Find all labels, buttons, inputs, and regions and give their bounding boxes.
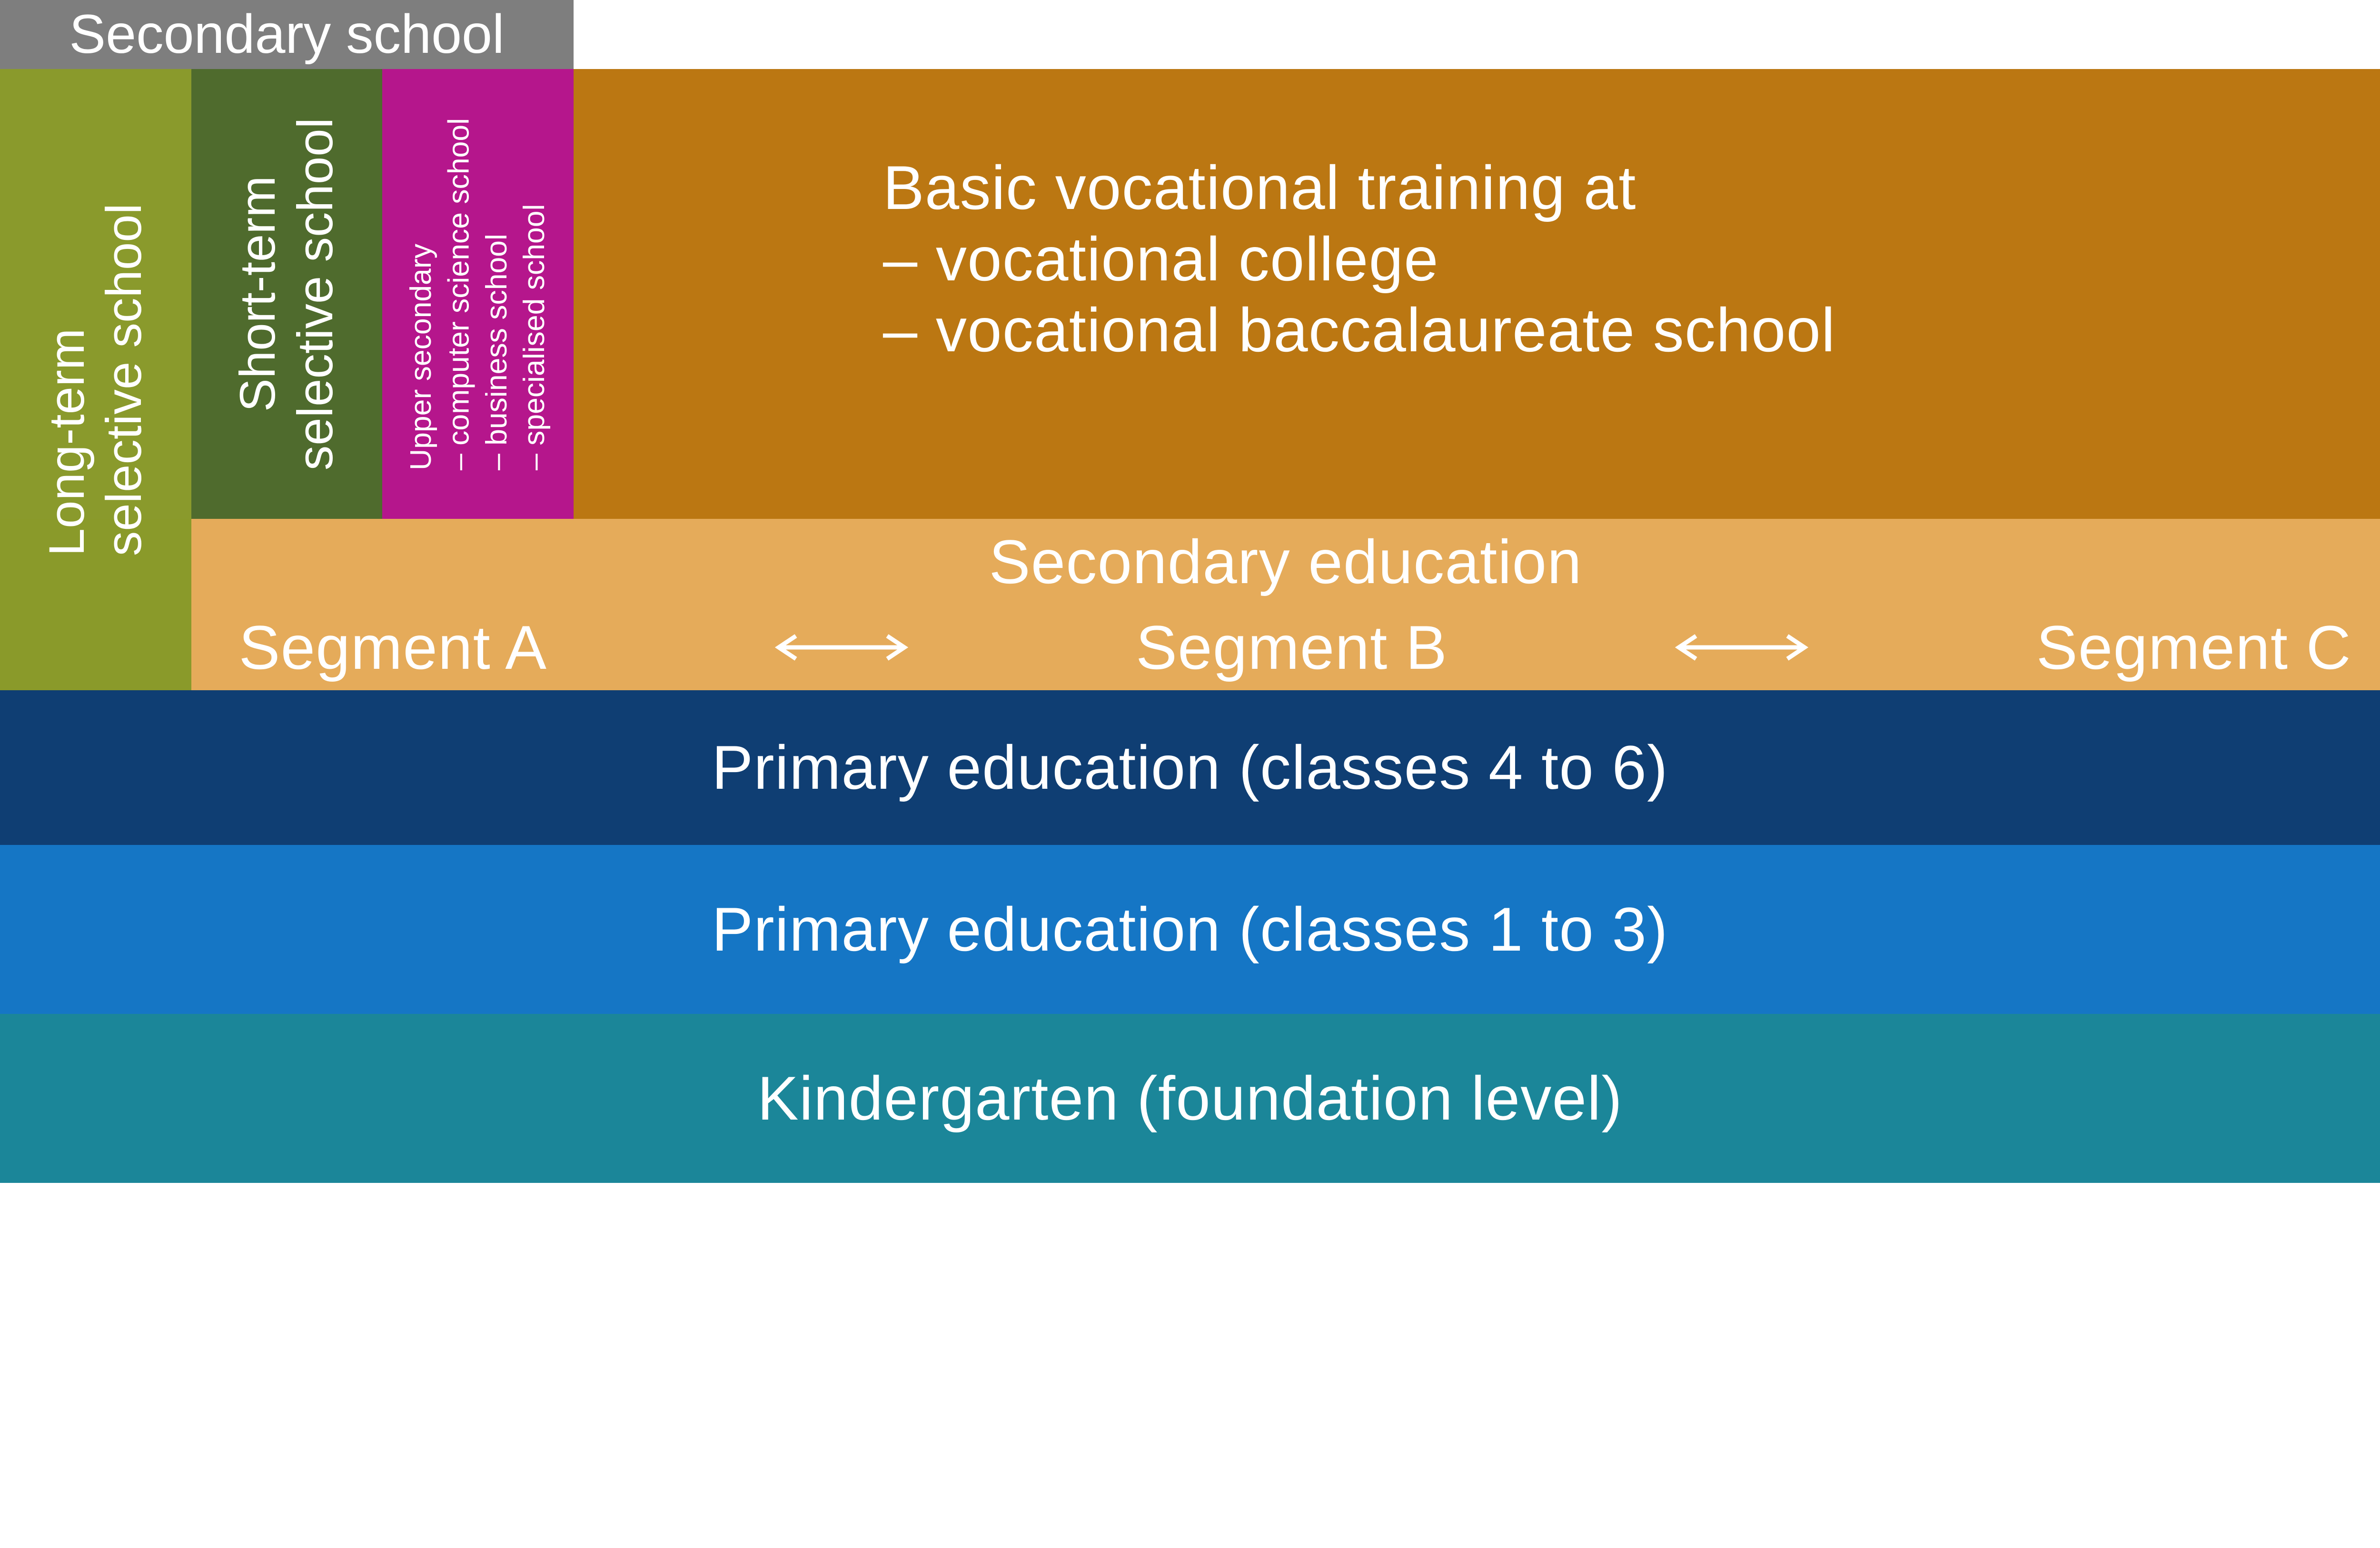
primary-1-3-label: Primary education (classes 1 to 3) [0,845,2380,1014]
specialised-item-2: – business school [480,234,514,470]
vocational-line-2: – vocational college [883,224,1835,295]
short-term-selective-school: Short-term selective school [191,69,383,519]
secondary-school-label: Secondary school [0,0,574,69]
secondary-education-block: Secondary education Segment A Segment B [191,519,2380,690]
kindergarten-label: Kindergarten (foundation level) [0,1014,2380,1183]
row-primary-1-3: Primary education (classes 1 to 3) [0,845,2380,1014]
vocational-training-block: Basic vocational training at – vocationa… [574,69,2380,519]
double-arrow-icon [770,631,913,664]
vocational-lines: Basic vocational training at – vocationa… [883,152,1835,366]
vocational-line-3: – vocational baccalaureate school [883,295,1835,366]
secondary-education-title: Secondary education [191,519,2380,605]
specialised-label-group: Upper secondary – computer science schoo… [404,118,552,470]
secondary-education-segments: Segment A Segment B [191,605,2380,690]
primary-4-6-label: Primary education (classes 4 to 6) [0,690,2380,845]
specialised-item-1: – computer science school [442,118,476,470]
education-diagram: Secondary school Short-term selective sc… [0,0,2380,1183]
vocational-line-1: Basic vocational training at [883,152,1835,224]
row-primary-4-6: Primary education (classes 4 to 6) [0,690,2380,845]
long-term-selective-school [0,69,191,519]
row-kindergarten: Kindergarten (foundation level) [0,1014,2380,1183]
segment-c-label: Segment C [2036,612,2351,683]
segment-b-label: Segment B [1136,612,1448,683]
segment-a-label: Segment A [239,612,547,683]
row-upper-secondary: Short-term selective school Upper second… [0,69,2380,519]
short-term-label: Short-term selective school [229,118,345,470]
double-arrow-icon [1670,631,1813,664]
spacer [574,0,2380,69]
upper-secondary-specialised: Upper secondary – computer science schoo… [382,69,574,519]
specialised-item-3: – specialised school [517,204,552,470]
row-secondary-education: Secondary education Segment A Segment B [0,519,2380,690]
specialised-header: Upper secondary [404,244,438,470]
long-term-continuation [0,519,191,690]
row-secondary-school-header: Secondary school [0,0,2380,69]
